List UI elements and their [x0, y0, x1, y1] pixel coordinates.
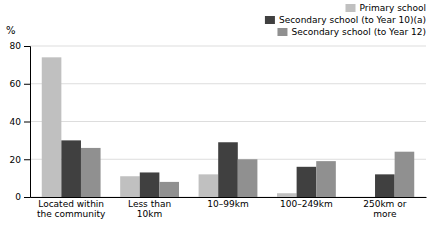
- tick-mark: [24, 84, 30, 85]
- tick: 0: [15, 192, 30, 202]
- grid-line: [30, 46, 426, 47]
- tick-label: 10–99km: [207, 199, 248, 209]
- bar: [81, 148, 101, 197]
- legend-item: Primary school: [346, 3, 427, 13]
- legend-label: Primary school: [360, 3, 427, 13]
- bar-series: [81, 148, 414, 197]
- y-axis: 0 20 40 60 80: [10, 41, 31, 202]
- tick: 80: [10, 41, 30, 51]
- legend-swatch: [277, 28, 287, 36]
- tick-label-line: 250km or: [363, 199, 407, 209]
- tick-label: 40: [10, 117, 22, 127]
- tick-label: 60: [10, 79, 22, 89]
- tick-label-line: the community: [37, 209, 106, 219]
- tick-label: 0: [15, 192, 21, 202]
- legend-label: Secondary school (to Year 10)(a): [279, 15, 426, 25]
- tick-label-line: Located within: [38, 199, 104, 209]
- grid-line: [30, 121, 426, 122]
- bar: [297, 167, 317, 197]
- axis-line: [24, 47, 31, 198]
- chart-container: 0 20 40 60 80 Located withinthe community Less…: [0, 0, 434, 227]
- tick: Less than10km: [128, 199, 171, 219]
- bar: [42, 57, 62, 197]
- bar: [159, 182, 179, 197]
- tick-mark: [24, 122, 30, 123]
- bar: [375, 174, 395, 197]
- tick-label: Located withinthe community: [37, 199, 106, 219]
- tick-label-line: Less than: [128, 199, 171, 209]
- tick-label-line: 10km: [137, 209, 162, 219]
- bar: [140, 172, 160, 197]
- bar-series: [61, 140, 394, 197]
- tick-label-line: 10–99km: [207, 199, 248, 209]
- tick: 60: [10, 79, 30, 89]
- tick-mark: [24, 197, 30, 198]
- legend-label: Secondary school (to Year 12): [291, 27, 426, 37]
- axis-line: [31, 197, 427, 198]
- tick-label: 250km ormore: [363, 199, 407, 219]
- tick-label: 80: [10, 41, 22, 51]
- tick-label-line: 100–249km: [280, 199, 333, 209]
- bar: [355, 197, 375, 198]
- tick: 250km ormore: [363, 199, 407, 219]
- tick-mark: [24, 159, 30, 160]
- tick: 40: [10, 117, 30, 127]
- bar: [277, 193, 297, 197]
- bar: [199, 174, 219, 197]
- grid: [30, 46, 426, 197]
- grid-line: [30, 83, 426, 84]
- legend-swatch: [346, 4, 356, 12]
- bar: [218, 142, 238, 197]
- tick: 100–249km: [280, 199, 333, 209]
- tick: 10–99km: [207, 199, 248, 209]
- tick-label: 100–249km: [280, 199, 333, 209]
- bars: [42, 57, 414, 197]
- chart: 0 20 40 60 80 Located withinthe community Less…: [0, 0, 434, 227]
- tick-label: 20: [10, 155, 22, 165]
- bar-series: [42, 57, 297, 197]
- legend: Primary school Secondary school (to Year …: [265, 3, 426, 37]
- bar: [120, 176, 140, 197]
- legend-swatch: [265, 16, 275, 24]
- tick: Located withinthe community: [37, 199, 106, 219]
- bar: [238, 159, 258, 197]
- tick: 20: [10, 155, 30, 165]
- tick-mark: [24, 46, 30, 47]
- tick-label: Less than10km: [128, 199, 171, 219]
- bar: [316, 161, 336, 197]
- bar: [61, 140, 81, 197]
- legend-item: Secondary school (to Year 10)(a): [265, 15, 426, 25]
- tick-label-line: more: [373, 209, 397, 219]
- legend-item: Secondary school (to Year 12): [277, 27, 426, 37]
- x-axis: Located withinthe community Less than10km…: [31, 198, 427, 220]
- bar: [395, 152, 415, 197]
- y-axis-label: %: [6, 25, 16, 36]
